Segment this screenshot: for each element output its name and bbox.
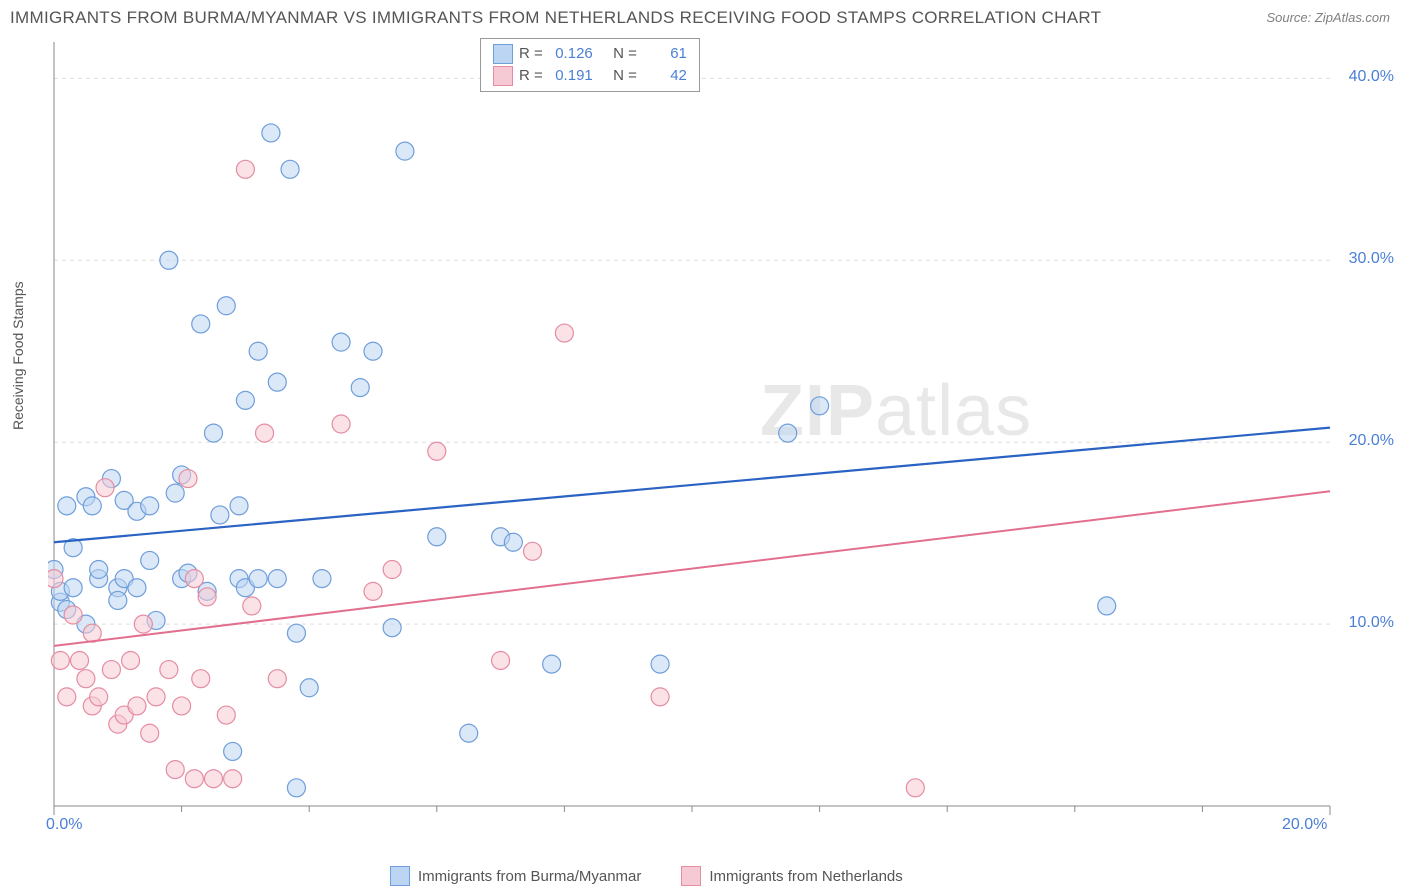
n-label: N =	[613, 65, 637, 87]
r-label: R =	[519, 43, 543, 65]
legend-row: R = 0.191 N = 42	[493, 65, 687, 87]
legend-row: R = 0.126 N = 61	[493, 43, 687, 65]
legend-item: Immigrants from Burma/Myanmar	[390, 866, 641, 886]
r-value: 0.191	[549, 65, 593, 87]
y-tick-label: 20.0%	[1349, 432, 1394, 450]
n-value: 61	[643, 43, 687, 65]
r-label: R =	[519, 65, 543, 87]
n-label: N =	[613, 43, 637, 65]
r-value: 0.126	[549, 43, 593, 65]
legend-swatch-icon	[681, 866, 701, 886]
x-tick-label: 20.0%	[1282, 816, 1327, 834]
y-tick-label: 30.0%	[1349, 250, 1394, 268]
y-tick-label: 10.0%	[1349, 614, 1394, 632]
legend-swatch-icon	[493, 44, 513, 64]
legend-series: Immigrants from Burma/Myanmar Immigrants…	[390, 866, 903, 886]
n-value: 42	[643, 65, 687, 87]
y-axis-label: Receiving Food Stamps	[10, 281, 26, 430]
legend-swatch-icon	[493, 66, 513, 86]
x-tick-label: 0.0%	[46, 816, 82, 834]
legend-item: Immigrants from Netherlands	[681, 866, 902, 886]
source-attribution: Source: ZipAtlas.com	[1266, 10, 1390, 25]
source-name: ZipAtlas.com	[1315, 10, 1390, 25]
legend-item-label: Immigrants from Burma/Myanmar	[418, 868, 641, 885]
source-label: Source:	[1266, 10, 1314, 25]
y-tick-label: 40.0%	[1349, 68, 1394, 86]
chart-title: IMMIGRANTS FROM BURMA/MYANMAR VS IMMIGRA…	[10, 8, 1101, 28]
scatter-chart	[48, 36, 1390, 836]
legend-swatch-icon	[390, 866, 410, 886]
legend-correlation: R = 0.126 N = 61 R = 0.191 N = 42	[480, 38, 700, 92]
legend-item-label: Immigrants from Netherlands	[709, 868, 902, 885]
